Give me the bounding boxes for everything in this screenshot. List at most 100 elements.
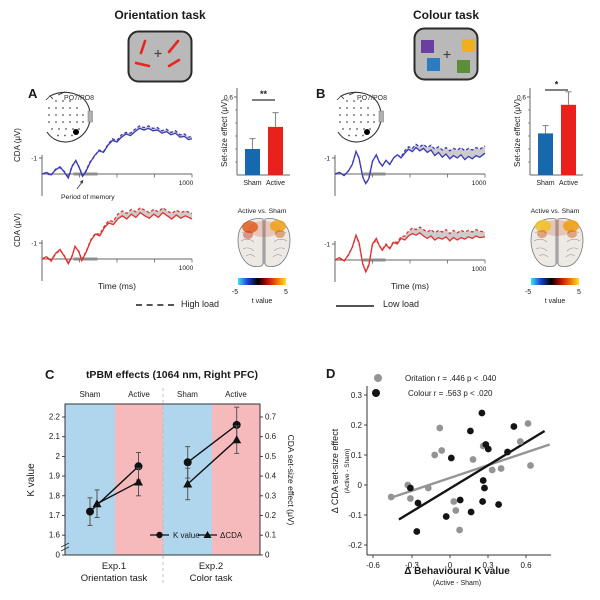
scatter-y-axis-sublabel: (Active - Sham) — [344, 449, 351, 494]
bar-y-axis-label: Set-size effect (μV) — [220, 99, 229, 167]
left-tick: 1.6 — [49, 531, 61, 540]
electrode-label: PO7/PO8 — [357, 95, 387, 102]
right-tick: 0.3 — [265, 491, 277, 500]
period-annotation-text: Period of memory — [61, 194, 115, 201]
sham-bar-label: Sham — [243, 180, 261, 187]
colour-task-title: Colour task — [412, 8, 479, 22]
left-tick: 2 — [56, 452, 61, 461]
green-square — [457, 60, 470, 73]
bar-y-tick: 0.6 — [517, 95, 526, 102]
colorbar-label: t value — [545, 298, 566, 305]
x-tick: 0.3 — [482, 561, 494, 570]
left-axis: 2.2 2.1 2 1.9 1.8 1.7 1.6 0 K value — [26, 413, 70, 560]
fixation-cross-icon — [154, 50, 162, 57]
cda-plot-orientation-top: -1 1000 CDA (μV) Period of memory — [13, 125, 194, 201]
y-tick-label: -1 — [324, 242, 330, 249]
panel-c-title: tPBM effects (1064 nm, Right PFC) — [86, 369, 258, 381]
colorbar-min: -5 — [232, 289, 238, 296]
t-value-colorbar — [531, 278, 579, 285]
legend-k-label: K value — [173, 531, 200, 540]
electrode-label: PO7/PO8 — [64, 95, 94, 102]
colour-legend-dot-icon — [372, 389, 380, 397]
right-tick: 0.2 — [265, 511, 277, 520]
time-axis-label: Time (ms) — [391, 281, 429, 291]
ear-marker — [87, 110, 93, 123]
brain-tmap-orientation: Active vs. Sham -5 5 t value — [232, 208, 291, 305]
stimulus-box — [127, 30, 193, 83]
left-tick: 2.1 — [49, 432, 61, 441]
electrode-dots — [339, 100, 375, 137]
x-tick: -0.3 — [405, 561, 419, 570]
cda-traces — [41, 125, 193, 180]
high-load-label: High load — [181, 299, 220, 309]
active-bar-label: Active — [266, 180, 285, 187]
yellow-square — [462, 39, 475, 52]
po7po8-electrode-dot — [73, 129, 79, 135]
bar-y-axis-label: Set-size effect (μV) — [513, 99, 522, 167]
y-tick: -0.2 — [348, 541, 362, 550]
bars — [538, 91, 576, 175]
right-tick: 0.7 — [265, 413, 277, 422]
scatter-y-axis-label: Δ CDA set-size effect — [330, 428, 340, 513]
active-bar-label: Active — [559, 180, 578, 187]
left-tick: 1.8 — [49, 491, 61, 500]
x-tick-label: 1000 — [179, 265, 194, 272]
colorbar-max: 5 — [577, 289, 581, 296]
significance-stars: ** — [260, 89, 268, 99]
left-tick: 1.9 — [49, 472, 61, 481]
cda-traces — [334, 143, 486, 185]
panel-c-legend: K value ΔCDA — [150, 531, 243, 540]
panel-a-label: A — [28, 86, 38, 101]
low-load-label: Low load — [383, 299, 420, 309]
y-tick-label: -1 — [31, 241, 37, 248]
x-tick: -0.6 — [366, 561, 380, 570]
exp1-label: Exp.1 — [102, 561, 126, 572]
k-value-axis-label: K value — [26, 463, 37, 497]
condition-backgrounds — [65, 404, 260, 555]
bars — [245, 112, 283, 175]
brain-tmap-colour: Active vs. Sham -5 5 t value — [525, 208, 584, 305]
cda-traces — [334, 226, 486, 274]
right-axis: 0.7 0.6 0.5 0.4 0.3 0.2 0.1 0 CDA set-si… — [260, 413, 296, 560]
colorbar-min: -5 — [525, 289, 531, 296]
colorbar-max: 5 — [284, 289, 288, 296]
low-load-line-sample — [336, 305, 374, 307]
tpbm-data-series — [86, 406, 242, 526]
orientation-legend-text: Oritation r = .446 p < .040 — [405, 374, 497, 383]
t-value-colorbar — [238, 278, 286, 285]
cda-traces — [41, 206, 193, 266]
column-header-sham-2: Sham — [177, 390, 198, 399]
ear-marker — [378, 110, 384, 123]
exp2-label: Exp.2 — [199, 561, 223, 572]
right-zero: 0 — [265, 551, 270, 560]
left-tick: 2.2 — [49, 413, 61, 422]
tpbm-effects-chart: C tPBM effects (1064 nm, Right PFC) Sham… — [26, 367, 296, 584]
cda-plot-colour-bottom: -1 1000 Time (ms) — [324, 226, 487, 291]
brain-contrast-title: Active vs. Sham — [531, 208, 580, 215]
plot-axes: -1 1000 Time (ms) — [324, 241, 487, 291]
purple-square — [421, 40, 434, 53]
scatter-x-axis-sublabel: (Active - Sham) — [433, 580, 481, 587]
cda-setsize-axis-label: CDA set-size effect (μV) — [286, 435, 296, 526]
plot-axes: -1 1000 CDA (μV) — [13, 128, 194, 196]
y-tick: 0.3 — [351, 391, 363, 400]
left-tick: 1.7 — [49, 511, 61, 520]
correlation-scatter-chart: D Oritation r = .446 p < .040 Colour r =… — [326, 366, 551, 587]
brain-icon — [237, 218, 291, 268]
orientation-legend-dot-icon — [374, 374, 382, 382]
scatter-axes: 0.3 0.2 0.1 0 -0.1 -0.2 -0.6 -0.3 0 0.3 … — [330, 386, 551, 587]
y-tick-label: -1 — [31, 156, 37, 163]
panel-b-label: B — [316, 86, 326, 101]
x-tick-label: 1000 — [472, 180, 487, 187]
electrode-dots — [48, 100, 84, 137]
plot-axes: -1 1000 CDA (μV) Time (ms) — [13, 213, 194, 291]
right-tick: 0.4 — [265, 472, 277, 481]
right-tick: 0.1 — [265, 531, 277, 540]
sham-bar-label: Sham — [536, 180, 554, 187]
scalp-map-icon — [45, 91, 93, 143]
cda-axis-label: CDA (μV) — [13, 213, 22, 247]
delta-cda-marker-icon — [203, 531, 212, 538]
colorbar-label: t value — [252, 298, 273, 305]
x-tick: 0 — [448, 561, 453, 570]
